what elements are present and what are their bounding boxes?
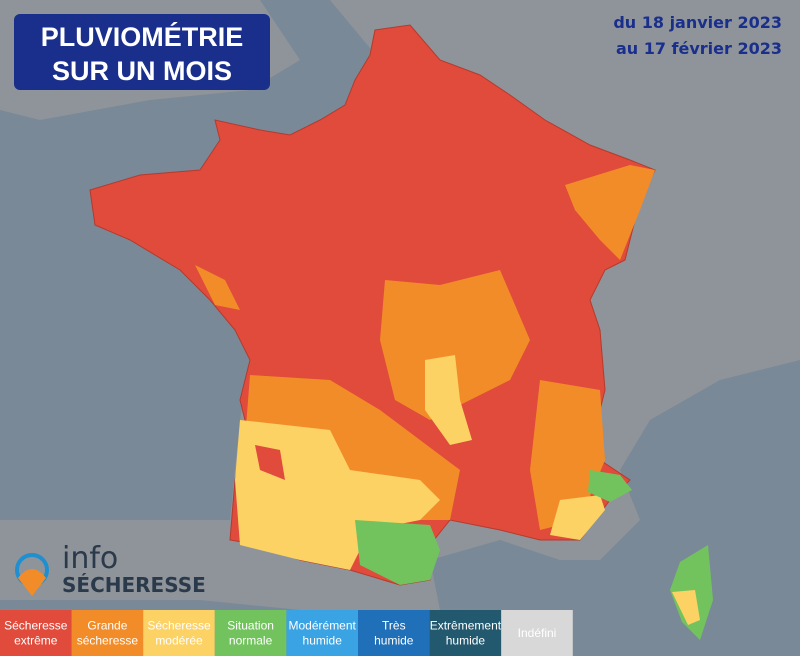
- period: du 18 janvier 2023: [613, 13, 782, 32]
- legend-label: extrême: [14, 634, 58, 648]
- logo-brand: SÉCHERESSE: [62, 573, 206, 597]
- legend-label: Sécheresse: [4, 619, 68, 633]
- legend-swatch: [501, 610, 573, 656]
- legend-swatch: [143, 610, 215, 656]
- legend-label: Très: [382, 619, 406, 633]
- zone-grande: [565, 165, 655, 260]
- legend-label: Situation: [227, 619, 274, 633]
- legend-swatch: [286, 610, 358, 656]
- legend-label: normale: [229, 634, 273, 648]
- legend-swatch: [429, 610, 502, 656]
- logo-word: info: [62, 541, 118, 576]
- zone-moderee: [550, 495, 605, 540]
- legend: SécheresseextrêmeGrandesécheresseSéchere…: [0, 610, 573, 656]
- zone-grande: [195, 265, 240, 310]
- zone-normale: [355, 520, 440, 585]
- legend-label: Indéfini: [518, 626, 557, 640]
- legend-swatch: [0, 610, 72, 656]
- legend-label: Extrêmement: [430, 619, 502, 633]
- title: PLUVIOMÉTRIE: [41, 21, 244, 52]
- zone-normale: [588, 470, 632, 502]
- legend-label: Sécheresse: [147, 619, 211, 633]
- legend-label: humide: [374, 634, 414, 648]
- title-box: [14, 14, 270, 90]
- legend-label: humide: [303, 634, 343, 648]
- corsica-south: [672, 590, 700, 625]
- zone-grande: [530, 380, 605, 530]
- zone-extreme: [255, 445, 285, 480]
- legend-swatch: [71, 610, 144, 656]
- zone-moderee: [425, 355, 472, 445]
- legend-label: Grande: [87, 619, 127, 633]
- title: SUR UN MOIS: [52, 56, 232, 86]
- zone-moderee: [235, 420, 440, 570]
- legend-swatch: [358, 610, 430, 656]
- legend-swatch: [214, 610, 287, 656]
- legend-label: Modérément: [289, 619, 357, 633]
- period: au 17 février 2023: [616, 39, 782, 58]
- legend-label: humide: [446, 634, 486, 648]
- zone-grande: [380, 270, 530, 420]
- legend-label: sécheresse: [77, 634, 139, 648]
- legend-label: modérée: [155, 634, 203, 648]
- logo: info SÉCHERESSE: [15, 541, 206, 597]
